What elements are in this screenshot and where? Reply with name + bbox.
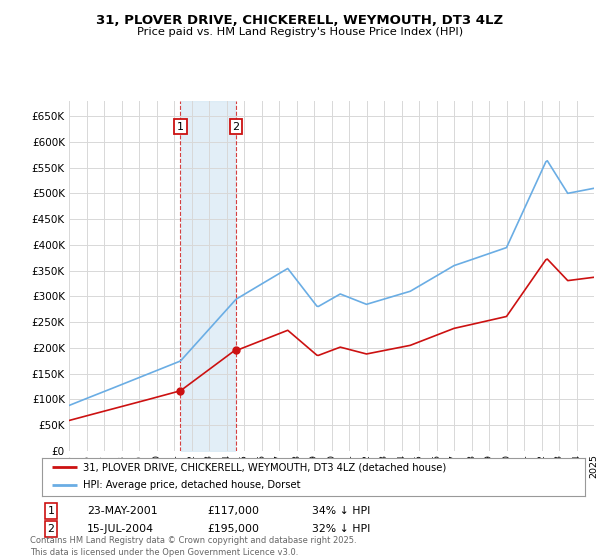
Text: 1: 1: [177, 122, 184, 132]
Text: 15-JUL-2004: 15-JUL-2004: [87, 524, 154, 534]
Text: HPI: Average price, detached house, Dorset: HPI: Average price, detached house, Dors…: [83, 480, 300, 490]
Text: 31, PLOVER DRIVE, CHICKERELL, WEYMOUTH, DT3 4LZ (detached house): 31, PLOVER DRIVE, CHICKERELL, WEYMOUTH, …: [83, 462, 446, 472]
Text: 23-MAY-2001: 23-MAY-2001: [87, 506, 158, 516]
Text: 2: 2: [232, 122, 239, 132]
Text: 32% ↓ HPI: 32% ↓ HPI: [312, 524, 370, 534]
Text: 1: 1: [47, 506, 55, 516]
Text: £117,000: £117,000: [207, 506, 259, 516]
Text: Contains HM Land Registry data © Crown copyright and database right 2025.
This d: Contains HM Land Registry data © Crown c…: [30, 536, 356, 557]
Text: 31, PLOVER DRIVE, CHICKERELL, WEYMOUTH, DT3 4LZ: 31, PLOVER DRIVE, CHICKERELL, WEYMOUTH, …: [97, 14, 503, 27]
Text: £195,000: £195,000: [207, 524, 259, 534]
Text: 34% ↓ HPI: 34% ↓ HPI: [312, 506, 370, 516]
Text: 2: 2: [47, 524, 55, 534]
Text: Price paid vs. HM Land Registry's House Price Index (HPI): Price paid vs. HM Land Registry's House …: [137, 27, 463, 37]
